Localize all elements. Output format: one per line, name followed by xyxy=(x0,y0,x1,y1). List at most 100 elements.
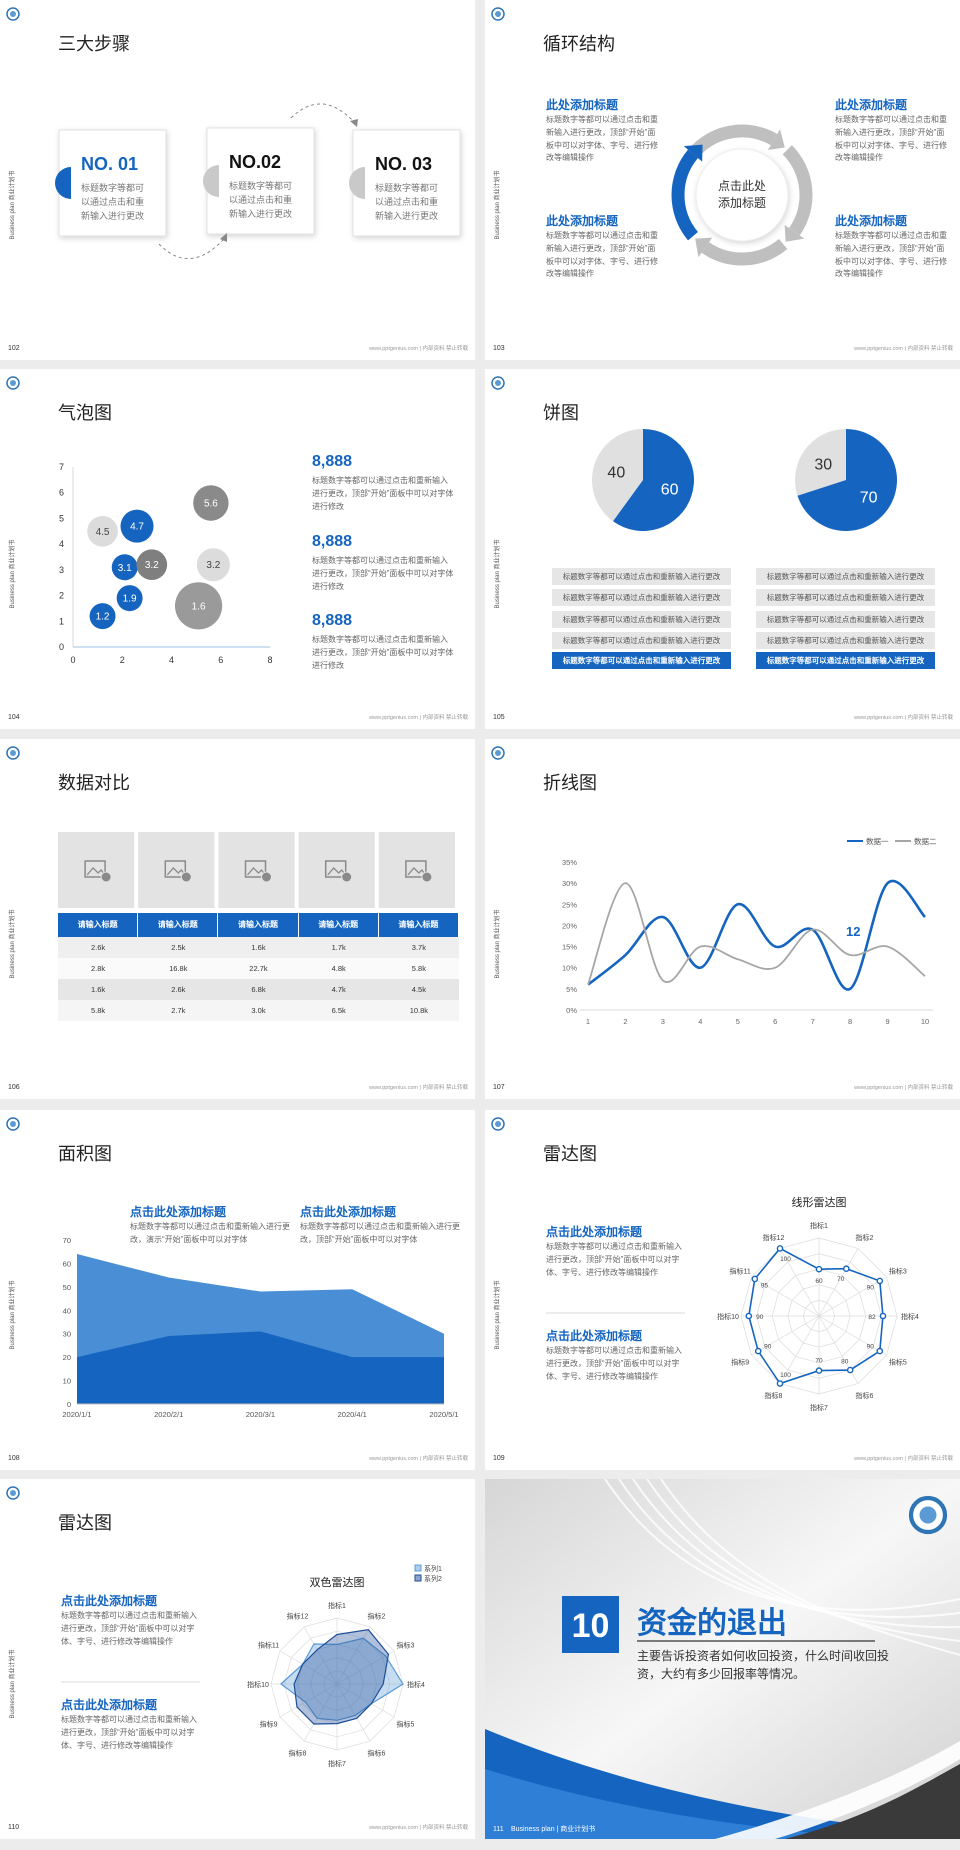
slide-graphics: Business plan 商业计划书 102 www.pptgenius.com … xyxy=(6,7,468,352)
data-label: 82 xyxy=(868,1314,876,1321)
cover-swoosh xyxy=(632,1479,960,1629)
legend-swatch xyxy=(414,1574,422,1582)
block-text: 标题数字等都可以通过点击和重新输入进行更改，顶部“开始”面板中可以对字体、字号、… xyxy=(546,115,658,163)
radar-axis-label: 指标9 xyxy=(731,1358,749,1367)
side-label: Business plan 商业计划书 xyxy=(8,170,16,239)
table-header: 请输入标题 xyxy=(298,913,378,937)
radar-axis-label: 指标2 xyxy=(368,1612,386,1621)
side-label: Business plan 商业计划书 xyxy=(493,539,501,608)
logo-core xyxy=(10,11,16,17)
y-tick-label: 10 xyxy=(63,1377,71,1386)
side-label: Business plan 商业计划书 xyxy=(8,539,16,608)
bubble-label: 1.6 xyxy=(192,601,206,612)
image-icon-plus xyxy=(421,871,433,883)
block-heading: 此处添加标题 xyxy=(835,214,908,228)
x-tick-label: 2020/1/1 xyxy=(62,1410,91,1419)
table-header: 请输入标题 xyxy=(378,913,458,937)
table-cell: 5.8k xyxy=(58,1000,139,1021)
data-label: 90 xyxy=(764,1344,772,1351)
x-tick-label: 2 xyxy=(120,655,125,665)
image-icon xyxy=(407,867,426,876)
block-text: 标题数字等都可以通过点击和重新输入进行更改，顶部“开始”面板中可以对字体、字号、… xyxy=(61,1611,197,1646)
bubble-label: 3.2 xyxy=(206,560,220,571)
radar-axis-label: 指标11 xyxy=(730,1267,751,1276)
block-heading: 点击此处添加标题 xyxy=(546,1225,643,1239)
y-tick-label: 0 xyxy=(59,642,64,652)
table-cell: 2.7k xyxy=(138,1000,219,1021)
bubble xyxy=(136,549,168,581)
legend-label: 系列1 xyxy=(424,1564,442,1573)
block-heading: 此处添加标题 xyxy=(546,214,619,228)
image-placeholder xyxy=(58,832,135,908)
radar-axis-label: 指标10 xyxy=(247,1680,269,1689)
bubble xyxy=(89,603,116,630)
block-heading: 8,888 xyxy=(312,612,353,629)
table-cell: 6.8k xyxy=(218,979,299,1000)
step-card xyxy=(352,129,461,237)
radar-spoke xyxy=(779,1248,820,1317)
page-number: 103 xyxy=(493,345,505,352)
side-label: Business plan 商业计划书 xyxy=(493,909,501,978)
page-number: 110 xyxy=(8,1824,19,1831)
table-cell: 2.6k xyxy=(138,979,219,1000)
table-cell: 2.8k xyxy=(58,958,139,979)
section-title: 资金的退出 xyxy=(637,1607,787,1640)
slide: Business plan 商业计划书 106 www.pptgenius.com … xyxy=(0,739,475,1099)
step-marker xyxy=(55,167,71,199)
y-tick-label: 5 xyxy=(59,513,64,523)
center-text: 点击此处添加标题 xyxy=(717,179,766,210)
table-cell: 4.5k xyxy=(378,979,459,1000)
slide: Business plan 商业计划书 103 www.pptgenius.com … xyxy=(485,0,960,360)
slide-title: 折线图 xyxy=(543,773,597,793)
pie-slice xyxy=(592,429,643,522)
logo-core xyxy=(10,1121,16,1127)
page-number: 102 xyxy=(8,345,20,352)
data-label: 60 xyxy=(815,1278,823,1285)
radar-axis-label: 指标8 xyxy=(289,1748,307,1757)
y-tick-label: 25% xyxy=(562,900,577,909)
slide-title: 雷达图 xyxy=(543,1144,597,1164)
data-label: 100 xyxy=(780,1256,791,1263)
slide-title: 饼图 xyxy=(543,403,579,423)
x-tick-label: 2 xyxy=(623,1017,627,1026)
annotation: 12 xyxy=(846,924,860,939)
bubble xyxy=(87,515,118,547)
y-tick-label: 1 xyxy=(59,616,64,626)
image-icon xyxy=(86,867,105,876)
step-label: NO.02 xyxy=(229,152,282,172)
radar-spoke xyxy=(751,1276,820,1317)
line-series xyxy=(587,882,926,985)
bubble-label: 3.1 xyxy=(118,563,132,574)
radar-title: 双色雷达图 xyxy=(310,1575,365,1589)
data-label: 70 xyxy=(815,1358,823,1365)
block-heading: 点击此处添加标题 xyxy=(300,1205,397,1219)
footer-note: www.pptgenius.com | 内部资料 禁止转载 xyxy=(853,1083,953,1091)
bubble xyxy=(174,582,223,630)
block-text: 标题数字等都可以通过点击和重新输入进行更改，顶部“开始”面板中可以对字体 xyxy=(300,1222,460,1244)
table-cell: 10.8k xyxy=(378,1000,459,1021)
x-tick-label: 2020/5/1 xyxy=(429,1410,458,1419)
block-heading: 点击此处添加标题 xyxy=(130,1205,227,1219)
x-tick-label: 10 xyxy=(921,1017,929,1026)
cover-wave xyxy=(785,1764,960,1839)
side-label: Business plan 商业计划书 xyxy=(8,1280,16,1349)
image-icon xyxy=(324,860,347,878)
logo-core xyxy=(495,11,501,17)
list-row: 标题数字等都可以通过点击和重新输入进行更改 xyxy=(756,652,935,669)
table-cell: 1.6k xyxy=(218,937,299,958)
image-icon xyxy=(327,867,346,876)
bubble-label: 1.9 xyxy=(123,594,137,605)
y-tick-label: 15% xyxy=(562,943,577,952)
radar-axis-label: 指标3 xyxy=(396,1641,414,1650)
slide-graphics: 10 111 Business plan | 商业计划书 xyxy=(485,1479,960,1839)
block-text: 标题数字等都可以通过点击和重新输入进行更改，顶部“开始”面板中可以对字体进行修改 xyxy=(312,476,454,511)
side-label: Business plan 商业计划书 xyxy=(493,1280,501,1349)
block-text: 标题数字等都可以通过点击和重新输入进行更改，顶部“开始”面板中可以对字体、字号、… xyxy=(835,231,947,279)
y-tick-label: 30% xyxy=(562,879,577,888)
logo-core xyxy=(919,1506,937,1524)
bubble-label: 5.6 xyxy=(204,499,218,510)
cycle-arrow xyxy=(701,238,788,266)
image-placeholder xyxy=(218,832,295,908)
x-tick-label: 1 xyxy=(586,1017,590,1026)
